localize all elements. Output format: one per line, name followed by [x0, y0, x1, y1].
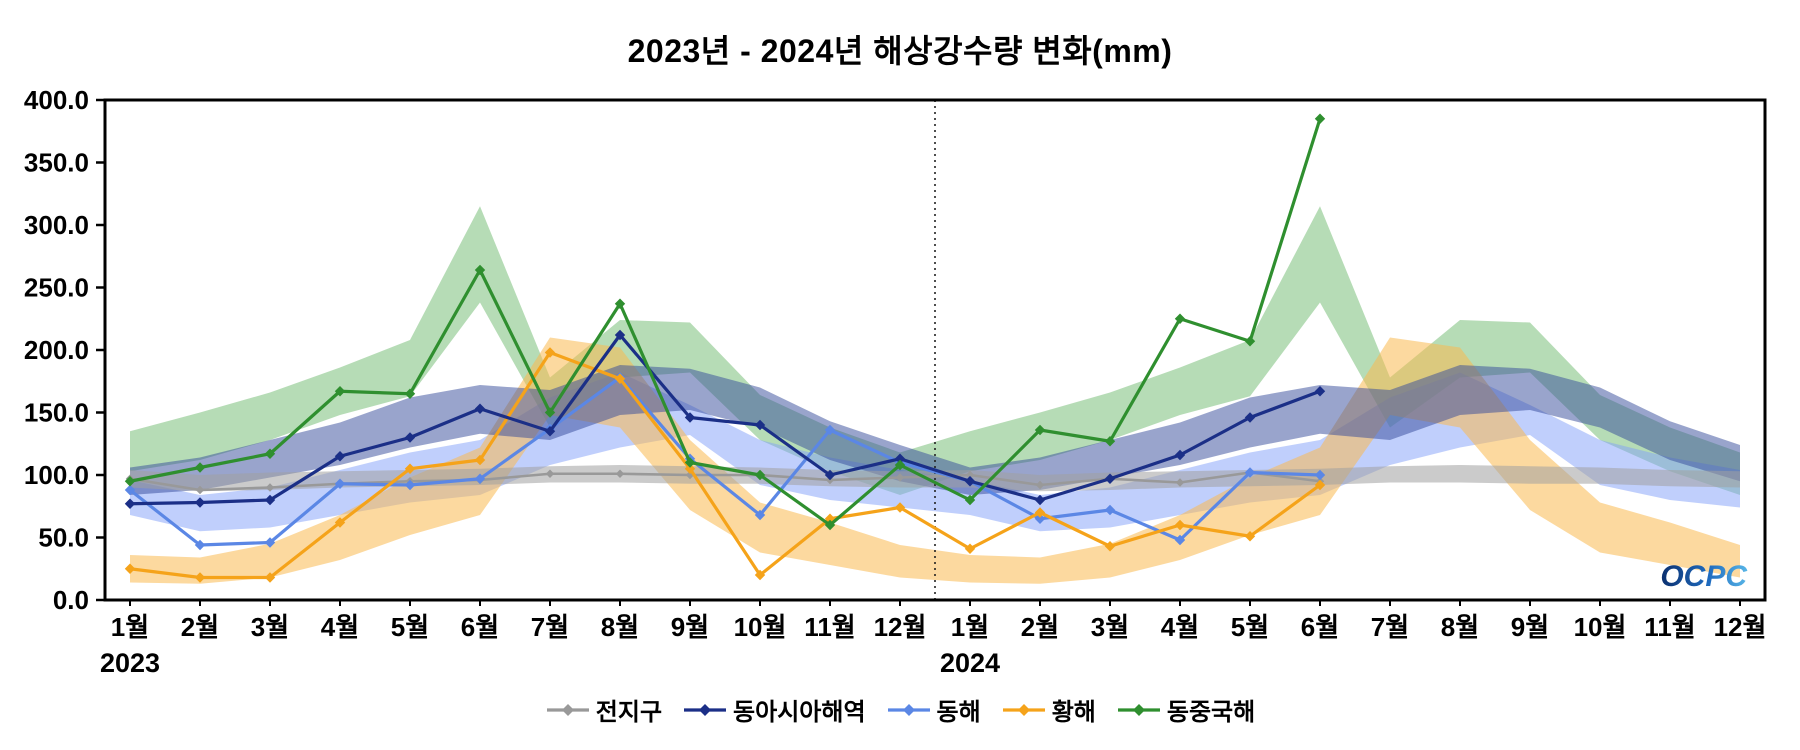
- band-east-asia-seas: [130, 365, 1740, 495]
- line-chart: 0.0 50.0 100.0 150.0 200.0 250.0 300.0 350.0 400…: [24, 85, 1767, 678]
- svg-text:5월: 5월: [1231, 612, 1269, 642]
- markers-east-china-sea: [124, 113, 1326, 531]
- svg-text:2월: 2월: [181, 612, 219, 642]
- svg-text:300.0: 300.0: [24, 210, 89, 240]
- x-axis-labels: 1월 2월 3월 4월 5월 6월 7월 8월 9월 10월 11월 12월 1월 2월 3월 4월 5월 6월 7…: [111, 600, 1767, 642]
- legend-item-east-sea: 동해: [886, 692, 981, 727]
- svg-text:100.0: 100.0: [24, 460, 89, 490]
- line-east-sea: [128, 375, 1322, 547]
- legend-marker-icon: [887, 703, 930, 716]
- svg-text:0.0: 0.0: [53, 585, 89, 615]
- svg-text:7월: 7월: [1371, 612, 1409, 642]
- legend-label: 전지구: [595, 699, 663, 726]
- line-yellow-sea: [128, 350, 1322, 580]
- chart-legend: 전지구 동아시아해역 동해 황해 동중국해: [0, 692, 1800, 727]
- markers-east-sea: [124, 372, 1326, 551]
- svg-text:6월: 6월: [1301, 612, 1339, 642]
- markers-yellow-sea: [124, 347, 1326, 583]
- legend-marker-icon: [546, 703, 589, 716]
- legend-item-east-asia-seas: 동아시아해역: [682, 692, 866, 727]
- legend-label: 동해: [936, 699, 981, 726]
- legend-item-global: 전지구: [545, 692, 662, 727]
- svg-text:4월: 4월: [321, 612, 359, 642]
- svg-text:10월: 10월: [1574, 612, 1627, 642]
- year-label-2024: 2024: [940, 648, 1000, 678]
- svg-text:1월: 1월: [111, 612, 149, 642]
- svg-text:150.0: 150.0: [24, 398, 89, 428]
- svg-text:9월: 9월: [671, 612, 709, 642]
- svg-text:2월: 2월: [1021, 612, 1059, 642]
- svg-text:6월: 6월: [461, 612, 499, 642]
- svg-text:200.0: 200.0: [24, 335, 89, 365]
- svg-text:3월: 3월: [1091, 612, 1129, 642]
- year-label-2023: 2023: [100, 648, 160, 678]
- legend-marker-icon: [1117, 703, 1160, 716]
- ocpc-logo: OCPC: [1660, 560, 1748, 593]
- band-east-china-sea: [130, 206, 1740, 495]
- y-axis-labels: 0.0 50.0 100.0 150.0 200.0 250.0 300.0 350.0 400…: [24, 85, 105, 615]
- svg-text:5월: 5월: [391, 612, 429, 642]
- legend-label: 동중국해: [1166, 699, 1256, 726]
- svg-text:250.0: 250.0: [24, 273, 89, 303]
- svg-text:350.0: 350.0: [24, 148, 89, 178]
- svg-text:8월: 8월: [601, 612, 639, 642]
- svg-text:4월: 4월: [1161, 612, 1199, 642]
- svg-text:50.0: 50.0: [38, 523, 89, 553]
- legend-item-east-china-sea: 동중국해: [1116, 692, 1255, 727]
- svg-text:7월: 7월: [531, 612, 569, 642]
- svg-text:10월: 10월: [734, 612, 787, 642]
- line-global: [128, 471, 1322, 492]
- svg-text:400.0: 400.0: [24, 85, 89, 115]
- legend-marker-icon: [684, 703, 727, 716]
- chart-title: 2023년 - 2024년 해상강수량 변화(mm): [627, 33, 1173, 69]
- svg-text:12월: 12월: [874, 612, 927, 642]
- svg-text:9월: 9월: [1511, 612, 1549, 642]
- svg-text:1월: 1월: [951, 612, 989, 642]
- line-east-asia-seas: [128, 333, 1322, 506]
- legend-item-yellow-sea: 황해: [1001, 692, 1096, 727]
- svg-text:12월: 12월: [1714, 612, 1767, 642]
- markers-east-asia-seas: [124, 329, 1326, 509]
- line-east-china-sea: [128, 117, 1322, 527]
- svg-text:3월: 3월: [251, 612, 289, 642]
- legend-label: 황해: [1051, 699, 1096, 726]
- svg-text:11월: 11월: [1644, 612, 1695, 642]
- svg-text:11월: 11월: [804, 612, 855, 642]
- svg-text:8월: 8월: [1441, 612, 1479, 642]
- legend-label: 동아시아해역: [733, 699, 866, 726]
- legend-marker-icon: [1002, 703, 1045, 716]
